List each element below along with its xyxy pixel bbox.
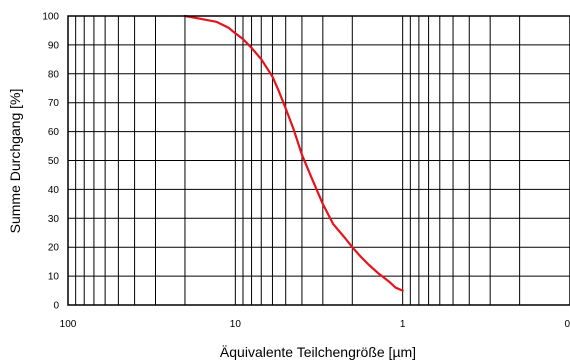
y-tick-label: 20 [48,243,60,254]
x-axis-label: Äquivalente Teilchengröße [µm] [220,344,416,360]
series-layer [183,14,404,292]
y-tick-label: 70 [48,98,60,109]
y-tick-label: 50 [48,156,60,167]
series-line [183,14,404,292]
x-tick-label: 1 [400,319,406,330]
y-tick-label: 10 [48,272,60,283]
grid [68,15,570,306]
x-tick-label: 100 [60,319,77,330]
y-tick-label: 40 [48,185,60,196]
plot-frame [67,15,570,306]
x-tick-label: 0 [564,319,570,330]
x-tick-label: 10 [230,319,242,330]
y-tick-label: 0 [53,301,59,312]
y-tick-label: 30 [48,214,60,225]
y-tick-label: 90 [48,40,60,51]
y-tick-label: 100 [42,12,59,23]
y-tick-label: 60 [48,127,60,138]
y-tick-label: 80 [48,69,60,80]
y-axis-label: Summe Durchgang [%] [7,89,23,234]
